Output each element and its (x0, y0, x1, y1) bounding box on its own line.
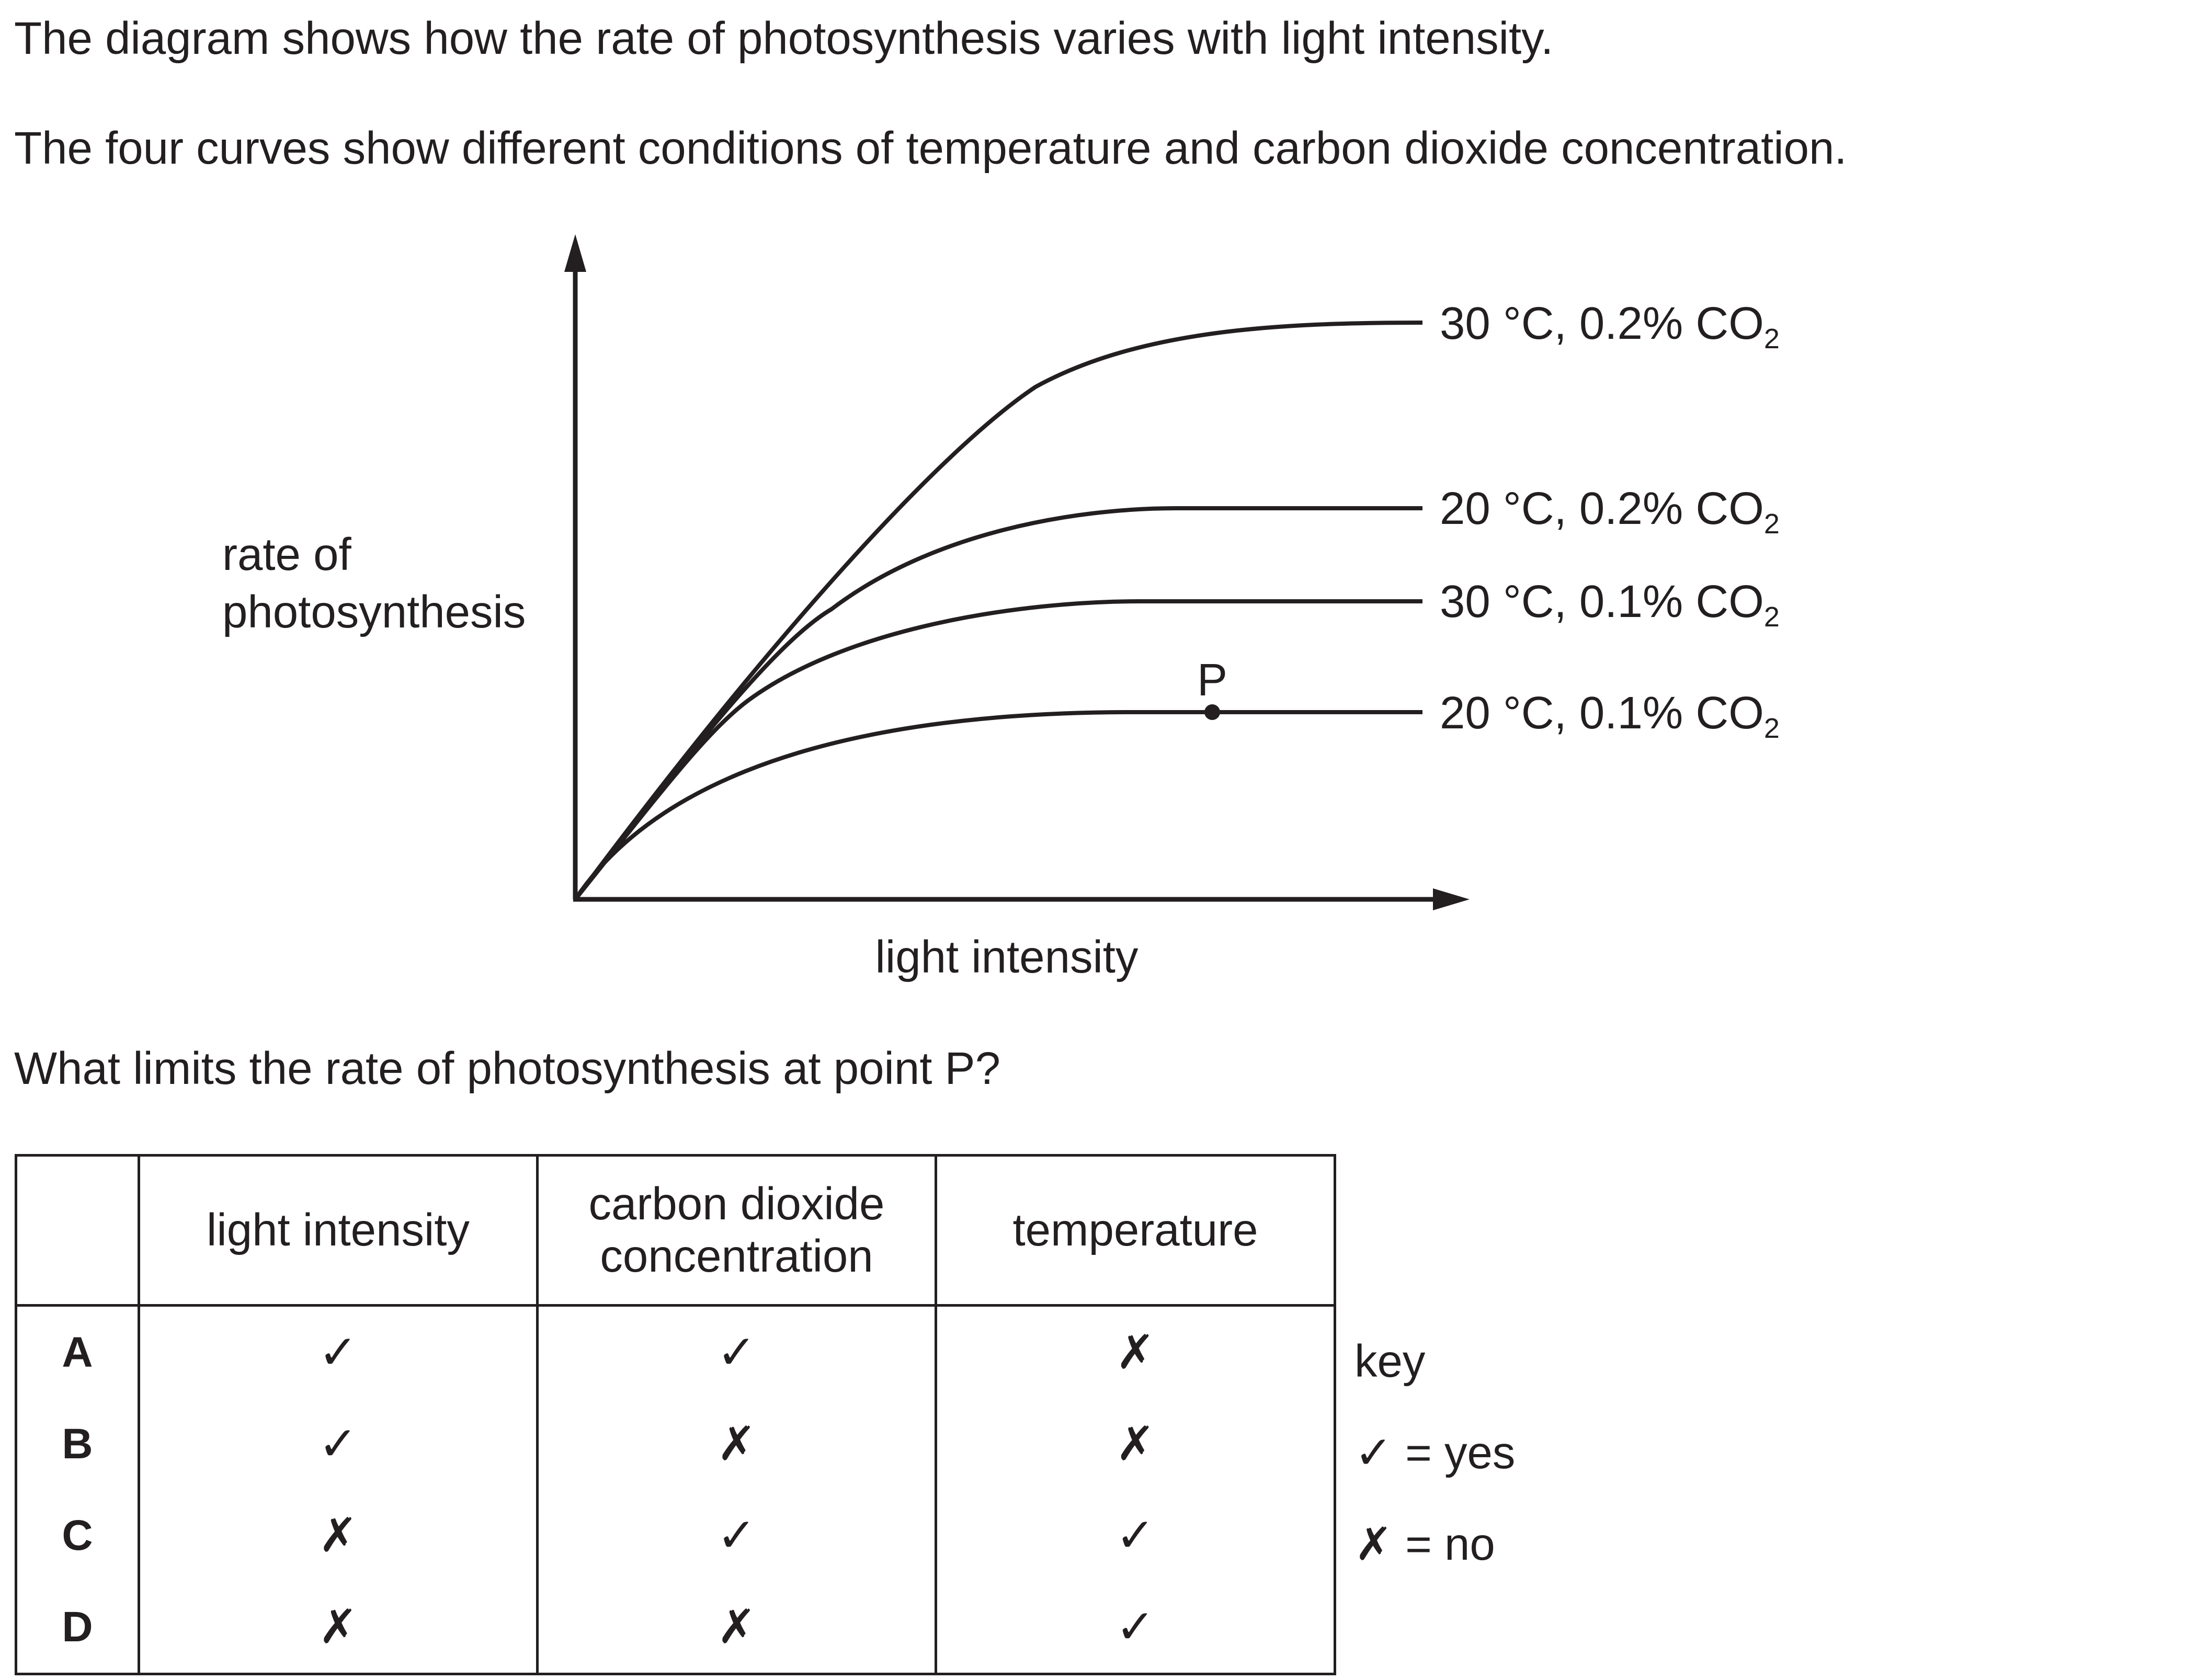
curve-30c-0-2-co2 (573, 321, 1423, 901)
series-label-20c-0-2: 20 °C, 0.2% CO2 (1440, 483, 1780, 540)
table-header-row: light intensity carbon dioxide concentra… (15, 1154, 1336, 1307)
point-p-marker (1204, 704, 1220, 720)
x-axis-arrowhead (1433, 888, 1470, 910)
header-light-intensity: light intensity (138, 1154, 539, 1307)
key-title: key (1354, 1336, 1426, 1387)
curve-20c-0-1-co2 (573, 710, 1422, 901)
cell-light-intensity: ✓ (138, 1305, 539, 1398)
y-axis-label-line-1: rate of (222, 529, 351, 580)
option-label: B (15, 1398, 140, 1490)
cell-light-intensity: ✗ (138, 1490, 539, 1581)
svg-text:20 °C, 0.1% CO2: 20 °C, 0.1% CO2 (1440, 688, 1780, 744)
table-row: B ✓ ✗ ✗ (15, 1398, 1336, 1490)
cell-co2: ✗ (536, 1398, 937, 1490)
option-label: A (15, 1305, 140, 1398)
cell-co2: ✓ (536, 1305, 937, 1398)
series-label-20c-0-1: 20 °C, 0.1% CO2 (1440, 688, 1780, 744)
curve-30c-0-1-co2 (573, 599, 1422, 901)
header-co2-line-2: concentration (600, 1231, 873, 1282)
key-no: ✗ = no (1354, 1519, 1495, 1570)
svg-text:30 °C, 0.2% CO2: 30 °C, 0.2% CO2 (1440, 298, 1780, 355)
svg-text:20 °C, 0.2% CO2: 20 °C, 0.2% CO2 (1440, 483, 1780, 540)
series-label-30c-0-1: 30 °C, 0.1% CO2 (1440, 576, 1780, 633)
y-axis-label-line-2: photosynthesis (222, 587, 526, 637)
intro-line-2: The four curves show different condition… (14, 123, 1847, 174)
header-co2-concentration: carbon dioxide concentration (536, 1154, 937, 1307)
option-label: C (15, 1490, 140, 1581)
table-row: C ✗ ✓ ✓ (15, 1490, 1336, 1581)
key-yes: ✓ = yes (1354, 1427, 1516, 1478)
table-row: A ✓ ✓ ✗ (15, 1305, 1336, 1398)
point-p-label: P (1197, 655, 1227, 705)
cell-temperature: ✗ (935, 1398, 1336, 1490)
photosynthesis-graph: P rate of photosynthesis light intensity… (222, 234, 1780, 982)
table-row: D ✗ ✗ ✓ (15, 1581, 1336, 1675)
header-co2-line-1: carbon dioxide (588, 1178, 885, 1229)
cell-temperature: ✓ (935, 1581, 1336, 1675)
option-label: D (15, 1581, 140, 1675)
x-axis-label: light intensity (875, 932, 1139, 982)
cell-temperature: ✓ (935, 1490, 1336, 1581)
intro-line-1: The diagram shows how the rate of photos… (14, 13, 1554, 64)
cell-light-intensity: ✓ (138, 1398, 539, 1490)
curve-20c-0-2-co2 (573, 506, 1422, 901)
cell-co2: ✗ (536, 1581, 937, 1675)
cell-light-intensity: ✗ (138, 1581, 539, 1675)
cell-co2: ✓ (536, 1490, 937, 1581)
series-label-30c-0-2: 30 °C, 0.2% CO2 (1440, 298, 1780, 355)
answer-options-table: light intensity carbon dioxide concentra… (15, 1154, 1336, 1675)
header-temperature: temperature (935, 1154, 1336, 1307)
cell-temperature: ✗ (935, 1305, 1336, 1398)
svg-text:30 °C, 0.1% CO2: 30 °C, 0.1% CO2 (1440, 576, 1780, 633)
question-text: What limits the rate of photosynthesis a… (14, 1043, 1000, 1094)
y-axis-arrowhead (564, 234, 586, 272)
header-blank (15, 1154, 140, 1307)
